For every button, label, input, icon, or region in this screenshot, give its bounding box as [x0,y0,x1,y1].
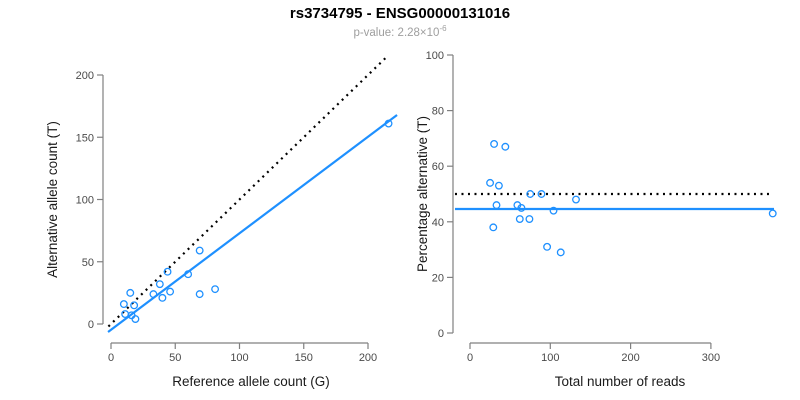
allele-counts-plot-x-tick-label: 100 [230,352,248,364]
allele-counts-plot-y-tick-label: 50 [82,257,94,269]
percentage-vs-reads-plot-y-tick-label: 100 [426,50,444,62]
allele-counts-plot-data-point [166,287,175,296]
percentage-vs-reads-plot-data-point [494,181,503,190]
allele-counts-plot-data-point [130,301,139,310]
p-value-text: p-value: 2.28×10 [353,26,440,39]
allele-counts-plot-x-axis-title: Reference allele count (G) [172,374,330,389]
percentage-vs-reads-plot-data-point [537,190,546,198]
allele-counts-plot-data-point [211,285,220,294]
percentage-vs-reads-plot-data-point [515,215,524,223]
percentage-vs-reads-plot-data-point [525,215,534,223]
allele-counts-plot-x-tick-label: 50 [169,352,181,364]
allele-counts-plot-y-tick-label: 200 [76,70,94,82]
allele-counts-plot-data-point [195,246,204,255]
percentage-vs-reads-plot-x-tick-label: 300 [702,352,720,364]
percentage-vs-reads-plot-data-point [549,206,558,215]
identity-line [107,56,387,328]
allele-counts-plot-data-point [195,290,204,299]
allele-counts-plot-data-point [126,288,135,297]
percentage-vs-reads-plot-y-tick-label: 0 [438,328,444,340]
allele-counts-plot-x-tick-label: 0 [108,352,114,364]
p-value-subtitle: p-value: 2.28×10-6 [0,24,800,39]
allele-counts-plot-y-tick-label: 150 [76,132,94,144]
percentage-vs-reads-plot-data-point [526,190,535,198]
percentage-vs-reads-plot-x-tick-label: 100 [541,352,559,364]
percentage-vs-reads-plot-y-tick-label: 20 [432,272,444,284]
percentage-vs-reads-plot-y-tick-label: 80 [432,106,444,118]
figure-title: rs3734795 - ENSG00000131016 [289,5,511,22]
allele-counts-plot-data-point [158,293,167,302]
percentage-vs-reads-plot-x-axis-title: Total number of reads [555,374,686,389]
percentage-vs-reads-plot-data-point [486,178,495,187]
allele-counts-plot-data-point [163,267,172,276]
allele-counts-plot-x-tick-label: 200 [359,352,377,364]
allele-counts-plot-y-tick-label: 0 [88,319,94,331]
percentage-vs-reads-plot-data-point [501,142,510,151]
percentage-vs-reads-plot-data-point [489,223,498,232]
percentage-vs-reads-plot-data-point [517,203,526,212]
allele-counts-plot-data-point [155,280,164,289]
allele-counts-plot-y-tick-label: 100 [76,195,94,207]
regression-line [107,114,398,333]
allele-counts-plot-y-axis-title: Alternative allele count (T) [45,121,60,278]
allele-counts-plot-data-point [184,270,193,279]
percentage-vs-reads-plot-x-tick-label: 200 [621,352,639,364]
percentage-vs-reads-plot-data-point [490,140,499,148]
percentage-vs-reads-plot-data-point [543,242,552,251]
percentage-vs-reads-plot-data-point [492,201,501,210]
percentage-vs-reads-plot-y-tick-label: 60 [432,161,444,173]
allele-counts-plot-data-point [149,290,158,299]
percentage-vs-reads-plot-data-point [556,248,565,257]
percentage-vs-reads-plot-data-point [768,209,777,218]
allele-counts-plot-x-tick-label: 150 [295,352,313,364]
allele-counts-plot-data-point [121,310,130,318]
percentage-vs-reads-plot-data-point [572,195,580,204]
allele-counts-plot-data-point [384,119,393,128]
allele-counts-plot-data-point [131,315,140,323]
percentage-vs-reads-plot-y-tick-label: 40 [432,217,444,229]
percentage-vs-reads-plot-y-axis-title: Percentage alternative (T) [415,116,430,272]
percentage-vs-reads-plot-x-tick-label: 0 [467,352,473,364]
allele-counts-plot-data-point [119,300,128,309]
p-value-exponent: -6 [439,24,447,33]
